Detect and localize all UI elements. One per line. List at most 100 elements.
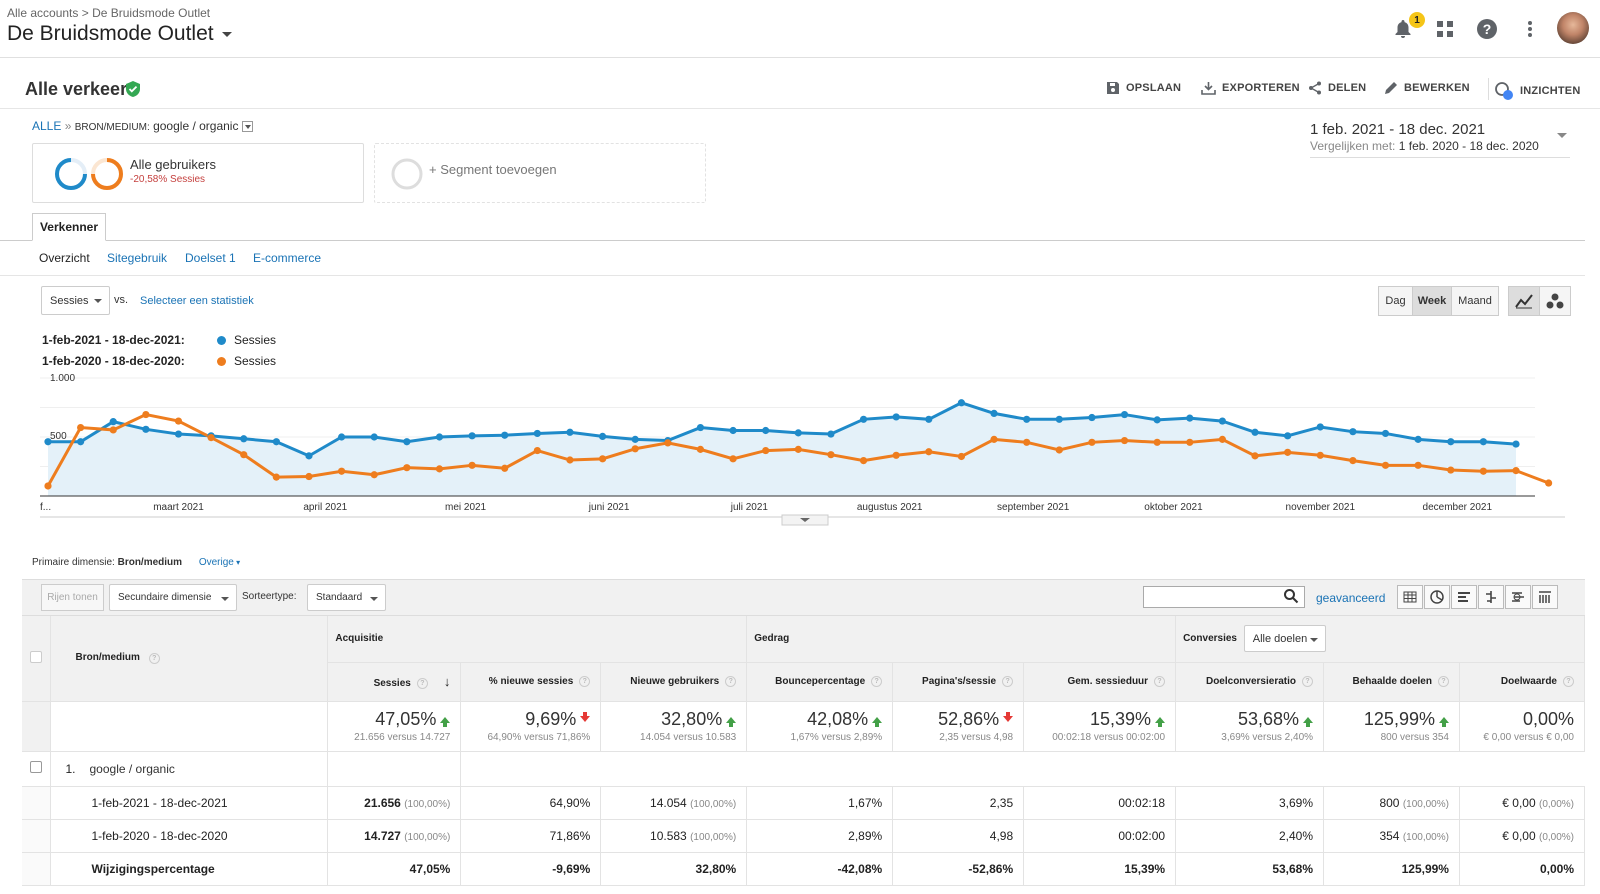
data-point	[1512, 467, 1520, 475]
edit-button[interactable]: BEWERKEN	[1384, 81, 1470, 95]
sort-type-select[interactable]: Standaard	[307, 584, 386, 611]
data-point	[403, 464, 411, 472]
total-comparison: 1,67% versus 2,89%	[790, 732, 883, 743]
row-label[interactable]: google / organic	[89, 761, 175, 776]
avatar[interactable]	[1557, 12, 1589, 44]
primary-dimension-row: Primaire dimensie: Bron/medium Overige ▾	[32, 557, 241, 568]
advanced-filter-link[interactable]: geavanceerd	[1316, 591, 1386, 605]
table-cell: € 0,00 (0,00%)	[1459, 819, 1586, 853]
x-tick-label: maart 2021	[153, 502, 204, 513]
tab-explorer[interactable]: Verkenner	[32, 213, 106, 241]
data-point	[762, 426, 770, 435]
performance-view-button[interactable]	[1451, 585, 1477, 609]
total-cell: 125,99% 800 versus 354	[1323, 701, 1460, 752]
secondary-dimension-label: Secundaire dimensie	[118, 592, 212, 603]
term-cloud-view-button[interactable]	[1505, 585, 1531, 609]
primary-dimension-value[interactable]: Bron/medium	[117, 557, 183, 568]
col-new-users[interactable]: Nieuwe gebruikers?	[600, 662, 748, 702]
cell-value: 2,40%	[1278, 828, 1314, 843]
more-vert-icon[interactable]	[1517, 16, 1543, 42]
help-icon[interactable]: ?	[1474, 16, 1500, 42]
subtab-site-usage[interactable]: Sitegebruik	[107, 251, 168, 265]
pie-view-button[interactable]	[1424, 585, 1450, 609]
compare-range[interactable]: Vergelijken met: 1 feb. 2020 - 18 dec. 2…	[1310, 139, 1539, 153]
date-range[interactable]: 1 feb. 2021 - 18 dec. 2021	[1310, 121, 1486, 138]
subtab-overview[interactable]: Overzicht	[39, 251, 90, 265]
goals-select[interactable]: Alle doelen	[1243, 625, 1326, 653]
show-rows-button[interactable]: Rijen tonen	[41, 584, 104, 611]
table-view-button[interactable]	[1397, 585, 1423, 609]
subtab-ecommerce[interactable]: E-commerce	[253, 251, 322, 265]
data-point	[533, 446, 541, 455]
help-icon: ?	[579, 675, 591, 687]
vs-label: vs.	[114, 294, 129, 306]
total-cell: 32,80% 14.054 versus 10.583	[600, 701, 748, 752]
comparison-view-button[interactable]	[1478, 585, 1504, 609]
save-button[interactable]: OPSLAAN	[1106, 81, 1181, 95]
data-table: Bron/medium ? Acquisitie Gedrag Conversi…	[22, 616, 1586, 886]
data-point	[1447, 466, 1455, 474]
table-search-input[interactable]	[1143, 586, 1305, 608]
col-new-sessions[interactable]: % nieuwe sessies?	[460, 662, 602, 702]
data-point	[1088, 438, 1096, 446]
month-button[interactable]: Maand	[1451, 286, 1499, 316]
col-sessions[interactable]: Sessies? ↓	[327, 662, 462, 702]
col-goal-value[interactable]: Doelwaarde?	[1459, 662, 1586, 702]
metric-select[interactable]: Sessies	[41, 286, 110, 315]
apps-grid-icon[interactable]	[1432, 16, 1458, 42]
add-segment-button[interactable]	[374, 143, 706, 203]
x-tick-label: september 2021	[997, 502, 1070, 513]
col-label: % nieuwe sessies	[488, 676, 574, 688]
line-chart-button[interactable]	[1508, 286, 1540, 316]
filter-dimension-label: BRON/MEDIUM:	[74, 122, 150, 133]
search-icon[interactable]	[1283, 588, 1299, 604]
data-point	[957, 399, 966, 407]
dimension-header[interactable]: Bron/medium ?	[50, 616, 329, 702]
breadcrumb-root[interactable]: Alle accounts	[7, 6, 79, 20]
col-bounce-rate[interactable]: Bouncepercentage?	[746, 662, 894, 702]
filter-all-link[interactable]: ALLE	[32, 119, 62, 133]
pivot-view-button[interactable]	[1532, 585, 1558, 609]
change-label: Wijzigingspercentage	[50, 852, 329, 886]
sessions-line-chart: 1.000 500 f... maart 2021 april 2021 mei 2021…	[40, 373, 1565, 526]
insights-button[interactable]: INZICHTEN	[1494, 81, 1580, 101]
data-point	[598, 455, 607, 463]
data-point	[598, 432, 607, 441]
col-goal-completions[interactable]: Behaalde doelen?	[1323, 662, 1460, 702]
table-cell: € 0,00 (0,00%)	[1459, 786, 1586, 820]
help-icon: ?	[725, 675, 737, 687]
data-point	[1447, 438, 1455, 446]
col-pages-per-session[interactable]: Pagina's/sessie?	[892, 662, 1025, 702]
table-cell: 14.054 (100,00%)	[600, 786, 748, 820]
secondary-dimension-select[interactable]: Secundaire dimensie	[109, 584, 237, 611]
total-cell: 52,86% 2,35 versus 4,98	[892, 701, 1025, 752]
row-checkbox[interactable]	[30, 761, 43, 773]
motion-chart-button[interactable]	[1539, 286, 1571, 316]
bell-icon[interactable]	[1390, 16, 1416, 42]
filter-dropdown-icon[interactable]	[242, 121, 254, 133]
cell-percent: (0,00%)	[1538, 798, 1574, 810]
select-all-checkbox[interactable]	[30, 650, 43, 663]
col-goal-conversion-rate[interactable]: Doelconversieratio?	[1175, 662, 1325, 702]
data-point	[1218, 435, 1226, 443]
table-cell: 14.727 (100,00%)	[327, 819, 462, 853]
select-statistic-link[interactable]: Selecteer een statistiek	[140, 295, 254, 307]
share-button[interactable]: DELEN	[1308, 81, 1366, 95]
breadcrumb-current[interactable]: De Bruidsmode Outlet	[92, 6, 211, 20]
subtab-goal-set[interactable]: Doelset 1	[185, 251, 236, 265]
total-comparison: 800 versus 354	[1380, 732, 1449, 743]
account-selector[interactable]: De Bruidsmode Outlet	[7, 22, 232, 46]
table-cell: 354 (100,00%)	[1323, 819, 1460, 853]
chevron-down-icon[interactable]	[1557, 133, 1567, 138]
total-cell: 53,68% 3,69% versus 2,40%	[1175, 701, 1325, 752]
segment-all-users[interactable]	[32, 143, 364, 203]
col-avg-session-duration[interactable]: Gem. sessieduur?	[1023, 662, 1177, 702]
cell-value: € 0,00	[1502, 795, 1536, 810]
other-dimension-link[interactable]: Overige	[198, 557, 234, 568]
total-comparison: 2,35 versus 4,98	[939, 732, 1014, 743]
filter-dimension-value: google / organic	[153, 119, 239, 133]
week-button[interactable]: Week	[1412, 286, 1452, 316]
day-button[interactable]: Dag	[1378, 286, 1413, 316]
export-button[interactable]: EXPORTEREN	[1201, 81, 1300, 95]
divider	[1488, 78, 1489, 100]
